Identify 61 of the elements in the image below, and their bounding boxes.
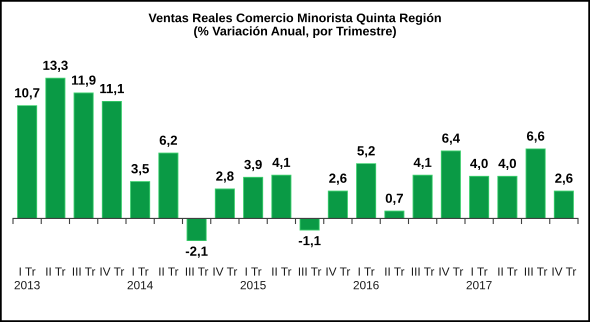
bar <box>158 152 178 219</box>
bar <box>214 188 235 219</box>
x-tick-label: IV Tr <box>214 268 238 276</box>
x-tick-label: I Tr 2017 <box>466 268 492 290</box>
data-label: 4,1 <box>272 158 290 169</box>
bar <box>412 174 433 219</box>
x-tick-label: III Tr <box>412 268 434 276</box>
data-label: 10,7 <box>15 88 40 100</box>
x-tick-label: II Tr <box>46 268 66 276</box>
bar <box>526 148 546 219</box>
data-label: 5,2 <box>357 146 375 158</box>
x-tick-label: III Tr <box>298 268 322 276</box>
x-tick-label: IV Tr <box>326 268 350 276</box>
data-label: 11,9 <box>72 75 96 87</box>
data-label: 4,1 <box>414 158 432 169</box>
x-tick-label: I Tr 2013 <box>14 268 40 290</box>
data-label: 2,6 <box>555 174 573 185</box>
data-label: 6,4 <box>442 133 460 145</box>
data-label: 11,1 <box>100 84 124 96</box>
x-tick-label: I Tr 2014 <box>128 268 153 290</box>
x-tick-label: IV Tr <box>552 268 576 276</box>
x-tick-label: III Tr <box>524 268 548 276</box>
x-tick-label: II Tr <box>159 268 178 276</box>
bar <box>356 163 376 219</box>
data-label: 6,6 <box>526 131 544 143</box>
x-tick-label: II Tr <box>498 268 518 276</box>
data-label: 2,6 <box>329 174 347 185</box>
data-label: 4,0 <box>470 158 488 170</box>
data-label: 2,8 <box>216 171 234 183</box>
x-tick-label: I Tr 2015 <box>240 268 266 290</box>
bar <box>17 105 38 219</box>
chart-title: Ventas Reales Comercio Minorista Quinta Región (% Variación Anual, por Trimestre) <box>148 13 441 38</box>
bar <box>130 181 150 219</box>
x-tick-label: II Tr <box>385 268 404 276</box>
data-label: 13,3 <box>43 60 68 72</box>
bar <box>243 176 264 219</box>
bar <box>328 190 348 219</box>
data-label: -2,1 <box>186 246 208 258</box>
bar <box>384 210 404 219</box>
bar <box>497 176 518 219</box>
bar <box>300 218 320 230</box>
x-tick-label: I Tr 2016 <box>354 268 379 290</box>
data-label: 3,9 <box>244 160 262 172</box>
bar <box>271 174 292 219</box>
data-label: -1,1 <box>298 236 321 248</box>
bar <box>554 190 574 219</box>
data-label: 0,7 <box>386 194 403 205</box>
bar <box>74 92 94 219</box>
x-tick-label: IV Tr <box>440 268 464 276</box>
data-label: 3,5 <box>131 164 149 176</box>
bar <box>102 100 122 219</box>
data-label: 6,2 <box>160 136 178 147</box>
x-tick-label: IV Tr <box>100 268 124 276</box>
bar <box>45 78 66 219</box>
x-tick-label: II Tr <box>272 268 292 276</box>
x-tick-label: III Tr <box>72 268 96 276</box>
x-tick-label: III Tr <box>186 268 208 276</box>
bar <box>440 150 461 219</box>
data-label: 4,0 <box>498 158 516 170</box>
bar <box>186 218 207 242</box>
bar <box>469 176 490 219</box>
